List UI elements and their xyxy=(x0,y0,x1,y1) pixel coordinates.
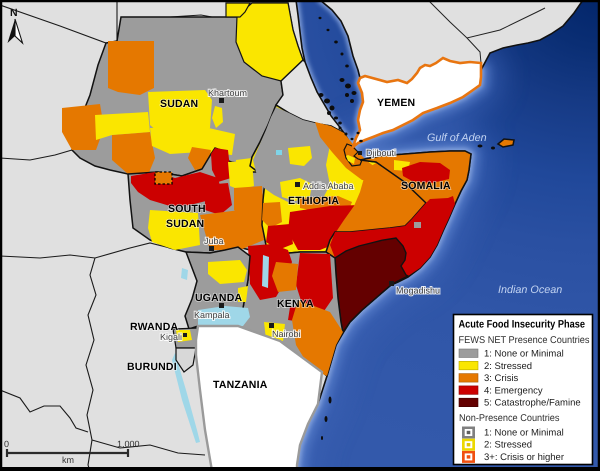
svg-text:5: Catastrophe/Famine: 5: Catastrophe/Famine xyxy=(484,398,581,409)
svg-text:km: km xyxy=(62,455,74,465)
svg-text:FEWS NET Presence Countries: FEWS NET Presence Countries xyxy=(459,335,590,346)
svg-text:Djibouti: Djibouti xyxy=(366,148,396,158)
svg-text:Non-Presence Countries: Non-Presence Countries xyxy=(459,413,560,424)
svg-text:YEMEN: YEMEN xyxy=(377,97,415,109)
svg-text:TANZANIA: TANZANIA xyxy=(213,379,268,391)
svg-text:Mogadishu: Mogadishu xyxy=(396,286,440,296)
svg-text:1: None or Minimal: 1: None or Minimal xyxy=(484,349,564,360)
svg-text:SUDAN: SUDAN xyxy=(166,218,204,230)
svg-text:2: Stressed: 2: Stressed xyxy=(484,440,532,451)
svg-text:N: N xyxy=(10,7,18,19)
svg-text:Indian Ocean: Indian Ocean xyxy=(498,284,562,296)
svg-text:3+: Crisis or higher: 3+: Crisis or higher xyxy=(484,452,564,463)
svg-text:4: Emergency: 4: Emergency xyxy=(484,385,543,396)
svg-text:SUDAN: SUDAN xyxy=(160,98,198,110)
svg-text:BURUNDI: BURUNDI xyxy=(127,361,177,373)
svg-text:ETHIOPIA: ETHIOPIA xyxy=(288,195,339,207)
svg-text:Khartoum: Khartoum xyxy=(208,88,247,98)
svg-text:1,000: 1,000 xyxy=(117,439,140,449)
svg-text:SOMALIA: SOMALIA xyxy=(401,180,451,192)
svg-text:Addis Ababa: Addis Ababa xyxy=(303,181,354,191)
svg-text:Nairobi: Nairobi xyxy=(272,329,301,339)
svg-text:SOUTH: SOUTH xyxy=(168,203,206,215)
svg-text:3: Crisis: 3: Crisis xyxy=(484,373,519,384)
svg-text:RWANDA: RWANDA xyxy=(130,321,178,333)
svg-text:UGANDA: UGANDA xyxy=(195,292,242,304)
svg-text:2: Stressed: 2: Stressed xyxy=(484,361,532,372)
svg-text:Acute Food Insecurity Phase: Acute Food Insecurity Phase xyxy=(459,319,586,331)
svg-text:Kampala: Kampala xyxy=(194,310,230,320)
svg-text:0: 0 xyxy=(4,439,9,449)
svg-text:1: None or Minimal: 1: None or Minimal xyxy=(484,428,564,439)
svg-text:KENYA: KENYA xyxy=(277,298,314,310)
svg-text:Gulf of Aden: Gulf of Aden xyxy=(427,132,487,144)
svg-text:Juba: Juba xyxy=(204,236,224,246)
svg-text:Kigali: Kigali xyxy=(160,332,182,342)
